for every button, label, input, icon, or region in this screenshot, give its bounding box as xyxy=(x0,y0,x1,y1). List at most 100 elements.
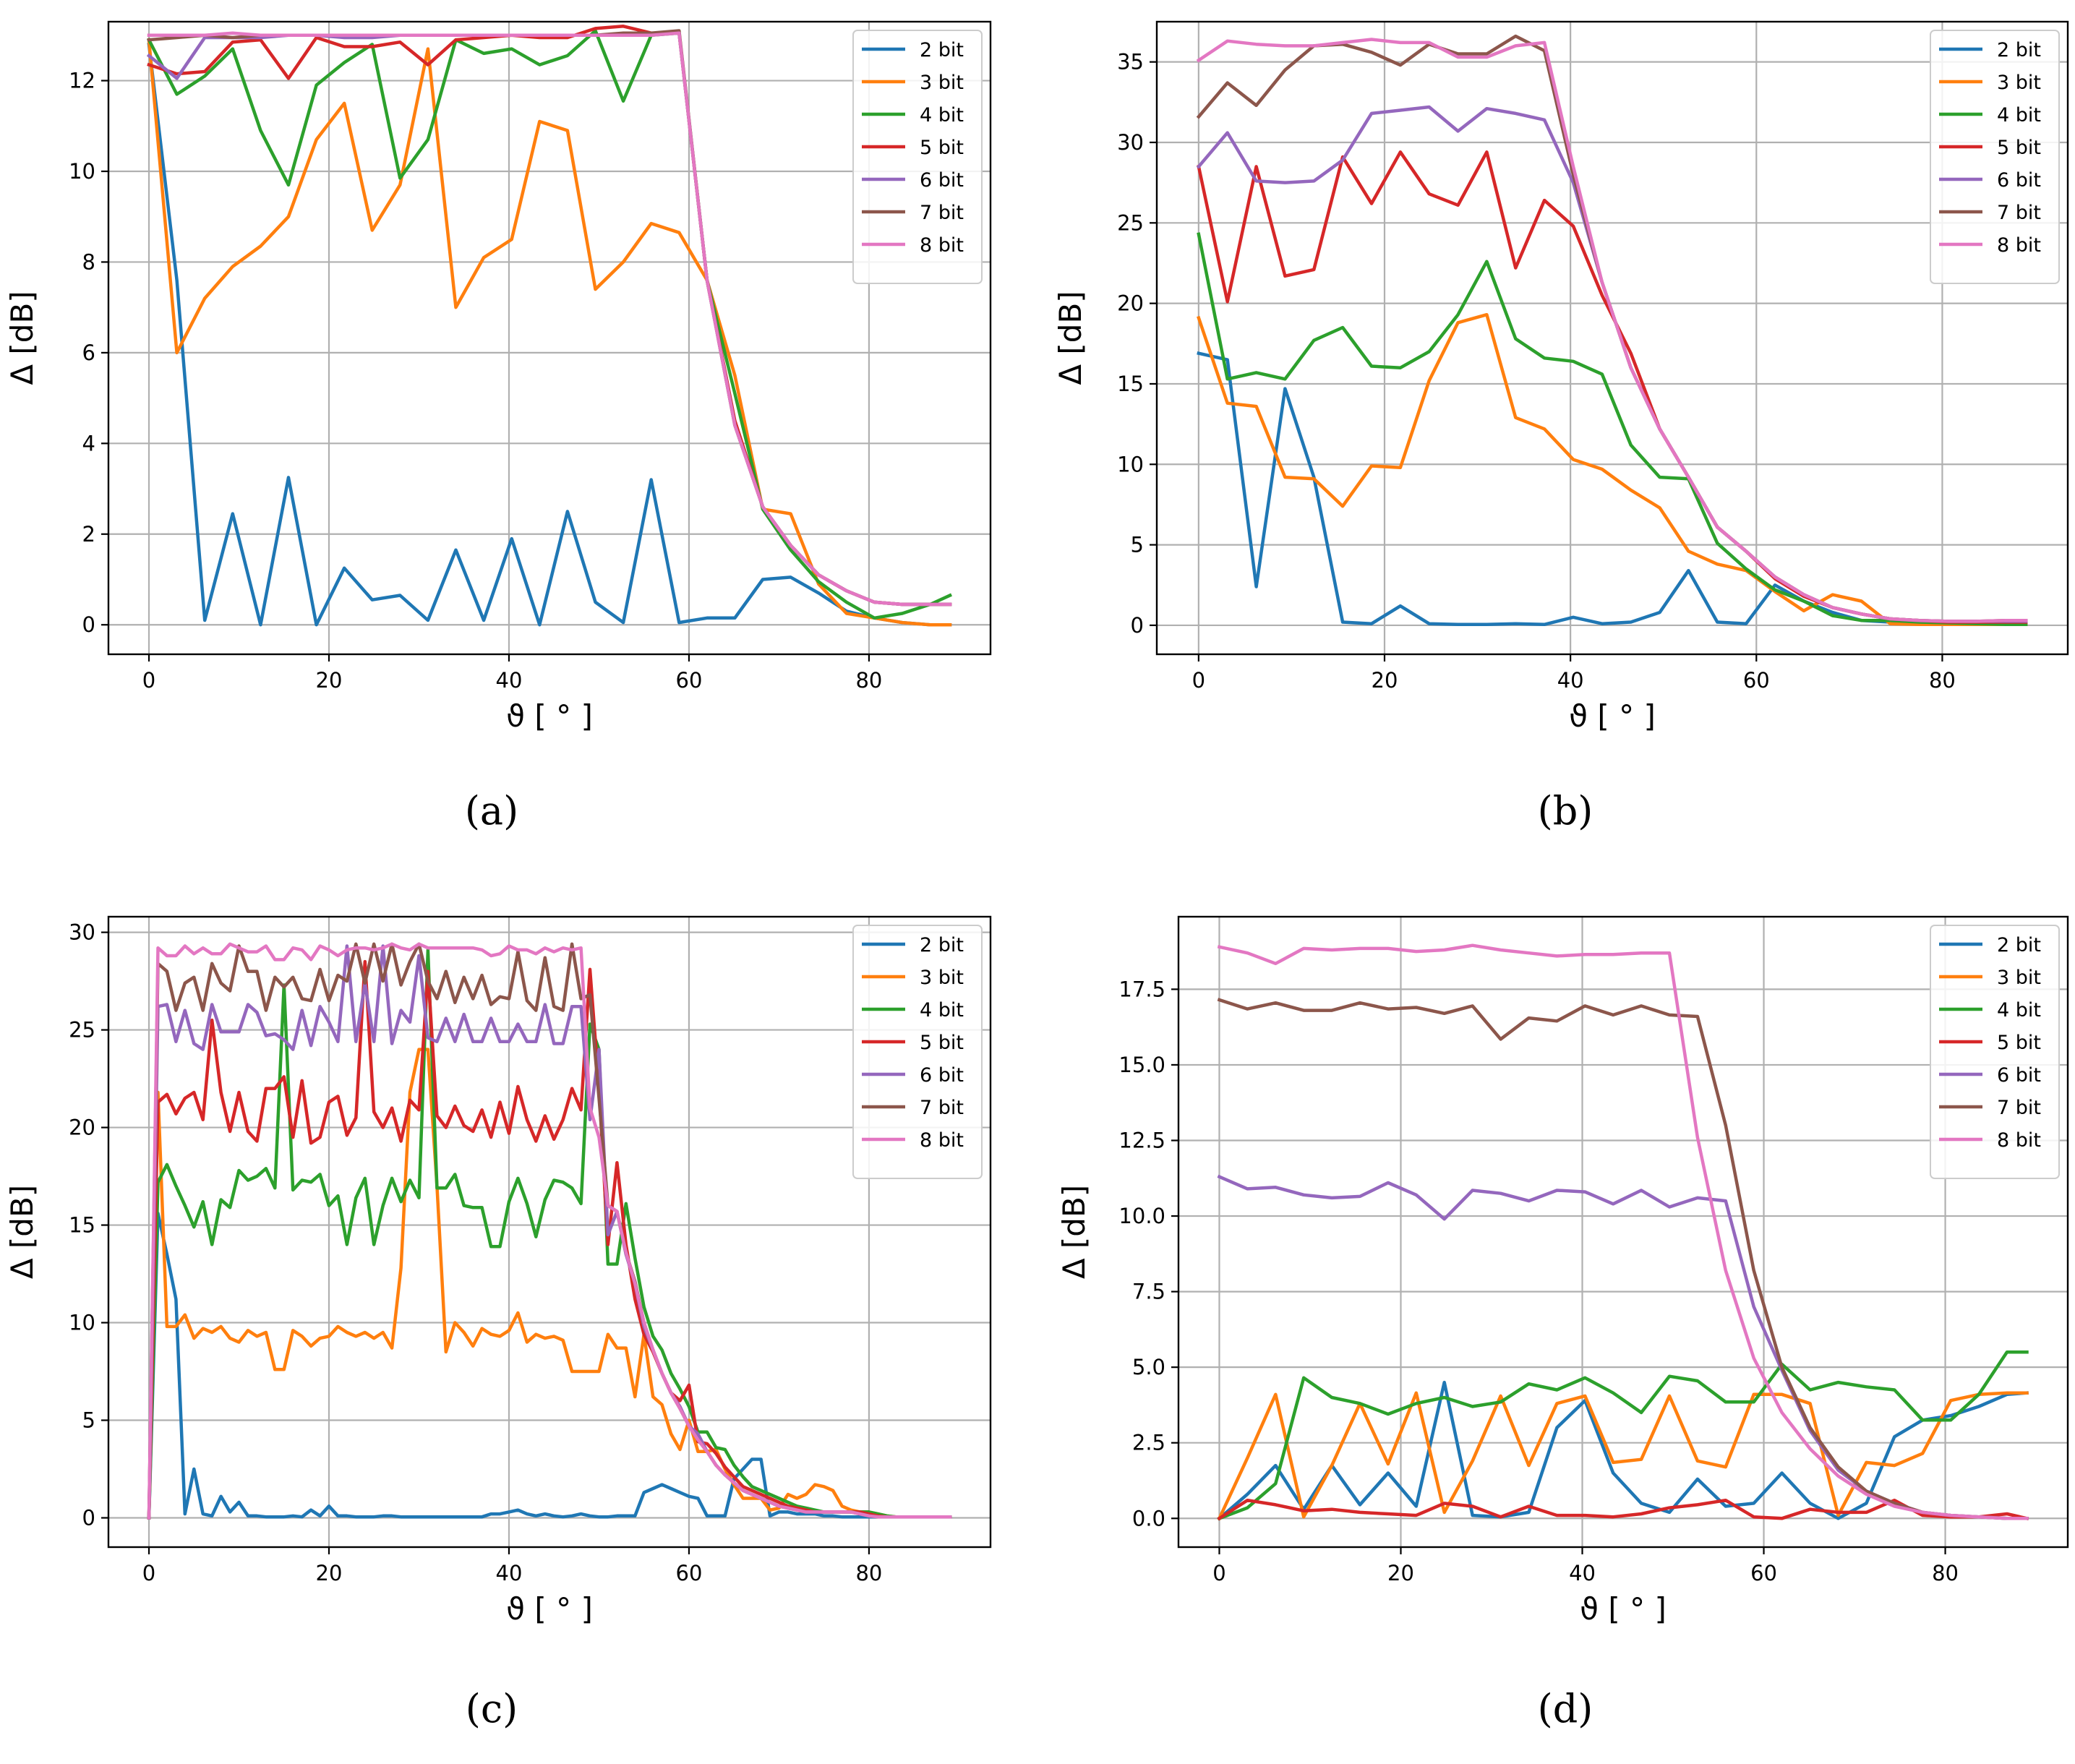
chart-panel: 0 20 40 60 80 0 5 10 15 20 25 30 35 ϑ [ ° ] Δ [dB] 2 bi… xyxy=(1053,20,2069,834)
x-tick-label: 80 xyxy=(1929,668,1956,693)
series-line xyxy=(146,29,952,620)
x-axis-label: ϑ [ ° ] xyxy=(506,698,593,734)
legend-label: 2 bit xyxy=(1997,39,2041,61)
x-tick-label: 40 xyxy=(1557,668,1584,693)
legend-label: 3 bit xyxy=(1997,72,2041,94)
x-tick-label: 80 xyxy=(855,1561,882,1585)
series-line xyxy=(1217,1391,2029,1521)
series-line xyxy=(1217,1380,2029,1521)
series-line xyxy=(147,1212,952,1520)
y-tick-label: 25 xyxy=(69,1018,95,1042)
panel-caption: (d) xyxy=(1538,1686,1593,1731)
y-tick-label: 0.0 xyxy=(1132,1506,1165,1530)
legend-label: 4 bit xyxy=(1997,104,2041,127)
legend-box xyxy=(1930,925,2060,1179)
x-tick-label: 40 xyxy=(496,1561,523,1585)
x-tick-label: 80 xyxy=(1932,1561,1959,1585)
x-axis-label: ϑ [ ° ] xyxy=(506,1591,593,1627)
x-axis-label: ϑ [ ° ] xyxy=(1569,698,1656,734)
legend-label: 8 bit xyxy=(920,234,964,257)
axes-frame xyxy=(107,915,992,1549)
y-tick-label: 5 xyxy=(1131,533,1144,557)
axes-frame xyxy=(107,20,992,656)
series-line xyxy=(147,942,952,1520)
y-tick-label: 0 xyxy=(82,612,95,637)
y-tick-label: 0 xyxy=(82,1506,95,1530)
y-tick-label: 2.5 xyxy=(1132,1431,1165,1455)
x-axis-label: ϑ [ ° ] xyxy=(1580,1591,1667,1627)
y-tick-label: 30 xyxy=(1117,130,1144,155)
legend-box xyxy=(852,925,983,1179)
series-line xyxy=(147,38,952,627)
y-tick-label: 7.5 xyxy=(1132,1280,1165,1304)
series-line xyxy=(147,1048,952,1520)
series-line xyxy=(1217,1498,2029,1521)
legend-label: 6 bit xyxy=(1997,1064,2041,1087)
y-tick-label: 10 xyxy=(69,159,95,184)
legend-label: 3 bit xyxy=(920,72,964,94)
y-tick-label: 12 xyxy=(69,69,95,93)
axes-frame xyxy=(1177,915,2069,1549)
x-tick-label: 0 xyxy=(1192,668,1205,693)
series-line xyxy=(147,959,952,1520)
y-tick-label: 4 xyxy=(82,431,95,455)
legend-label: 7 bit xyxy=(920,202,964,224)
chart-panel: 0 20 40 60 80 0.0 2.5 5.0 7.5 10.0 12.5 15.0 17.5 ϑ [… xyxy=(1056,915,2069,1731)
legend-label: 5 bit xyxy=(920,1032,964,1054)
x-tick-label: 60 xyxy=(676,1561,703,1585)
series-line xyxy=(147,31,952,607)
legend-label: 3 bit xyxy=(920,967,964,989)
legend-label: 6 bit xyxy=(920,1064,964,1087)
legend-label: 8 bit xyxy=(1997,1129,2041,1152)
axes-frame xyxy=(1155,20,2069,656)
y-tick-label: 15 xyxy=(69,1213,95,1238)
legend-label: 5 bit xyxy=(1997,137,2041,159)
y-tick-label: 12.5 xyxy=(1118,1128,1165,1152)
panel-caption: (b) xyxy=(1538,788,1593,834)
series-line xyxy=(147,25,952,607)
x-tick-label: 60 xyxy=(676,668,703,693)
legend-label: 8 bit xyxy=(920,1129,964,1152)
legend-label: 7 bit xyxy=(1997,202,2041,224)
series-group xyxy=(147,942,952,1520)
y-tick-label: 10.0 xyxy=(1118,1204,1165,1228)
y-tick-label: 8 xyxy=(82,249,95,274)
y-tick-label: 30 xyxy=(69,920,95,945)
x-tick-label: 0 xyxy=(142,1561,155,1585)
series-line xyxy=(1196,38,2028,623)
x-tick-label: 20 xyxy=(1387,1561,1414,1585)
chart-panel: 0 20 40 60 80 0 5 10 15 20 25 30 ϑ [ ° ] Δ [dB] 2 bit 3… xyxy=(4,915,992,1731)
legend-label: 5 bit xyxy=(1997,1032,2041,1054)
series-line xyxy=(147,944,952,1520)
panel-caption: (c) xyxy=(466,1686,518,1731)
series-line xyxy=(1217,1350,2029,1521)
series-group xyxy=(1196,34,2028,627)
x-tick-label: 0 xyxy=(142,668,155,693)
x-tick-label: 0 xyxy=(1212,1561,1225,1585)
y-tick-label: 10 xyxy=(1117,452,1144,476)
x-tick-label: 20 xyxy=(316,1561,343,1585)
legend-label: 7 bit xyxy=(920,1097,964,1119)
legend-label: 3 bit xyxy=(1997,967,2041,989)
series-line xyxy=(146,31,952,607)
y-tick-label: 6 xyxy=(82,341,95,365)
y-tick-label: 15 xyxy=(1117,372,1144,396)
series-line xyxy=(1197,312,2028,627)
x-tick-label: 60 xyxy=(1743,668,1770,693)
series-line xyxy=(1217,943,2029,1520)
x-tick-label: 20 xyxy=(316,668,343,693)
series-line xyxy=(1197,232,2028,627)
series-group xyxy=(146,25,952,627)
y-tick-label: 5.0 xyxy=(1132,1355,1165,1379)
legend-label: 2 bit xyxy=(920,39,964,61)
y-tick-label: 20 xyxy=(69,1116,95,1140)
legend-label: 5 bit xyxy=(920,137,964,159)
y-tick-label: 2 xyxy=(82,522,95,547)
panel-caption: (a) xyxy=(465,788,518,834)
y-axis-label: Δ [dB] xyxy=(1056,1185,1092,1279)
legend-label: 2 bit xyxy=(920,934,964,956)
legend-box xyxy=(852,30,983,284)
y-tick-label: 10 xyxy=(69,1311,95,1335)
y-tick-label: 15.0 xyxy=(1118,1053,1165,1077)
